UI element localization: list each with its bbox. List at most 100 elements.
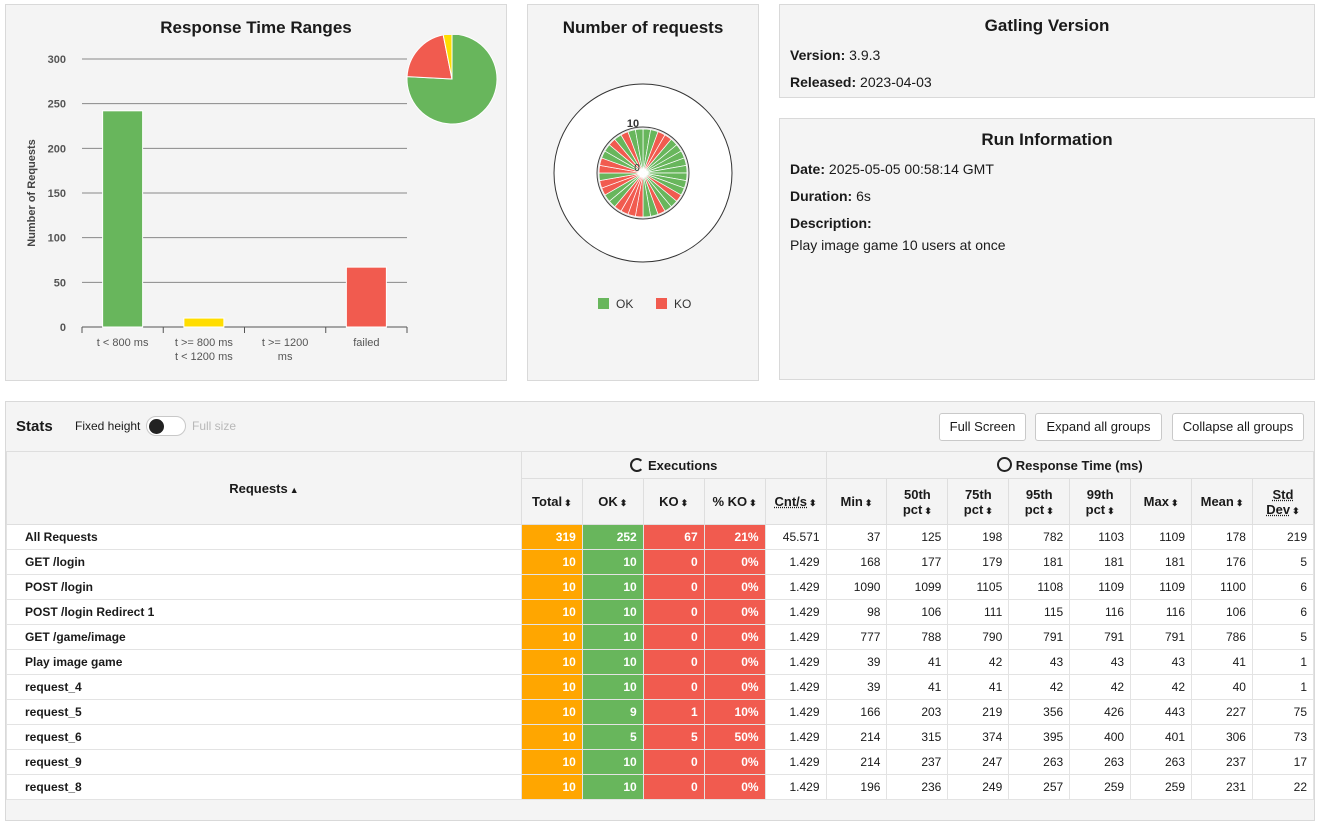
p75-cell: 41 xyxy=(948,675,1009,700)
col-header-mean[interactable]: Mean ⬍ xyxy=(1192,479,1253,525)
full-size-label: Full size xyxy=(192,419,236,433)
bar[interactable] xyxy=(184,318,224,327)
col-header-max[interactable]: Max ⬍ xyxy=(1131,479,1192,525)
request-name[interactable]: GET /game/image xyxy=(7,625,522,650)
ko-cell: 0 xyxy=(643,650,704,675)
requests-header[interactable]: Requests ▲ xyxy=(7,452,522,525)
executions-header: Executions xyxy=(521,452,826,479)
col-header-ko[interactable]: KO ⬍ xyxy=(643,479,704,525)
table-row[interactable]: Play image game 10 10 0 0% 1.429 39 41 42 43 43 43 4… xyxy=(7,650,1314,675)
sort-icon[interactable]: ⬍ xyxy=(1171,498,1179,508)
sort-icon[interactable]: ⬍ xyxy=(564,498,572,508)
mean-cell: 176 xyxy=(1192,550,1253,575)
col-header-p99[interactable]: 99th pct ⬍ xyxy=(1070,479,1131,525)
col-header-p75[interactable]: 75th pct ⬍ xyxy=(948,479,1009,525)
request-name[interactable]: POST /login xyxy=(7,575,522,600)
p50-cell: 41 xyxy=(887,675,948,700)
full-screen-button[interactable]: Full Screen xyxy=(939,413,1026,441)
sort-icon[interactable]: ⬍ xyxy=(1107,506,1115,516)
p75-cell: 247 xyxy=(948,750,1009,775)
sort-icon[interactable]: ⬍ xyxy=(620,498,628,508)
scale-label-min: 0 xyxy=(634,163,640,174)
request-name[interactable]: GET /login xyxy=(7,550,522,575)
sort-icon[interactable]: ⬍ xyxy=(985,506,993,516)
request-name[interactable]: request_5 xyxy=(7,700,522,725)
col-header-p50[interactable]: 50th pct ⬍ xyxy=(887,479,948,525)
table-row[interactable]: All Requests 319 252 67 21% 45.571 37 125 198 782… xyxy=(7,525,1314,550)
request-name[interactable]: Play image game xyxy=(7,650,522,675)
mean-cell: 231 xyxy=(1192,775,1253,800)
ok-cell: 10 xyxy=(582,550,643,575)
legend-label[interactable]: OK xyxy=(616,297,633,311)
total-cell: 10 xyxy=(521,550,582,575)
col-header-min[interactable]: Min ⬍ xyxy=(826,479,887,525)
number-of-requests-panel: Number of requests 10 0 OK KO xyxy=(527,4,759,381)
table-row[interactable]: GET /login 10 10 0 0% 1.429 168 177 179 181 181 181… xyxy=(7,550,1314,575)
request-name[interactable]: request_6 xyxy=(7,725,522,750)
sort-icon[interactable]: ⬍ xyxy=(809,498,817,508)
p50-cell: 315 xyxy=(887,725,948,750)
size-toggle[interactable] xyxy=(146,416,186,436)
expand-all-groups-button[interactable]: Expand all groups xyxy=(1035,413,1162,441)
cnts-cell: 1.429 xyxy=(765,550,826,575)
max-cell: 259 xyxy=(1131,775,1192,800)
col-header-std[interactable]: Std Dev ⬍ xyxy=(1252,479,1313,525)
min-cell: 196 xyxy=(826,775,887,800)
sort-icon[interactable]: ⬍ xyxy=(1236,498,1244,508)
sort-icon[interactable]: ⬍ xyxy=(749,498,757,508)
p75-cell: 1105 xyxy=(948,575,1009,600)
sort-icon[interactable]: ⬍ xyxy=(924,506,932,516)
released-row: Released: 2023-04-03 xyxy=(790,69,1314,96)
table-row[interactable]: POST /login 10 10 0 0% 1.429 1090 1099 1105 1108 1… xyxy=(7,575,1314,600)
col-header-p95[interactable]: 95th pct ⬍ xyxy=(1009,479,1070,525)
y-tick-label: 100 xyxy=(48,233,66,245)
table-row[interactable]: request_6 10 5 5 50% 1.429 214 315 374 395 400 401 3… xyxy=(7,725,1314,750)
ok-cell: 10 xyxy=(582,625,643,650)
p99-cell: 400 xyxy=(1070,725,1131,750)
x-tick-label: t < 1200 ms xyxy=(175,351,233,363)
table-row[interactable]: request_8 10 10 0 0% 1.429 196 236 249 257 259 259 2… xyxy=(7,775,1314,800)
table-row[interactable]: request_5 10 9 1 10% 1.429 166 203 219 356 426 443 2… xyxy=(7,700,1314,725)
total-cell: 10 xyxy=(521,675,582,700)
duration-value: 6s xyxy=(856,188,871,204)
pct-ko-cell: 21% xyxy=(704,525,765,550)
bar[interactable] xyxy=(346,267,386,327)
table-row[interactable]: POST /login Redirect 1 10 10 0 0% 1.429 98 106 1… xyxy=(7,600,1314,625)
toggle-knob[interactable] xyxy=(149,419,164,434)
mean-cell: 106 xyxy=(1192,600,1253,625)
sort-asc-icon[interactable]: ▲ xyxy=(290,485,299,495)
col-header-ok[interactable]: OK ⬍ xyxy=(582,479,643,525)
sort-icon[interactable]: ⬍ xyxy=(1046,506,1054,516)
request-name[interactable]: request_9 xyxy=(7,750,522,775)
run-information-panel: Run Information Date: 2025-05-05 00:58:1… xyxy=(779,118,1315,380)
request-name[interactable]: request_8 xyxy=(7,775,522,800)
table-row[interactable]: request_4 10 10 0 0% 1.429 39 41 41 42 42 42 40 1 xyxy=(7,675,1314,700)
table-row[interactable]: request_9 10 10 0 0% 1.429 214 237 247 263 263 263 2… xyxy=(7,750,1314,775)
p95-cell: 395 xyxy=(1009,725,1070,750)
scale-label-max: 10 xyxy=(627,118,639,130)
col-header-total[interactable]: Total ⬍ xyxy=(521,479,582,525)
mean-cell: 786 xyxy=(1192,625,1253,650)
sort-icon[interactable]: ⬍ xyxy=(865,498,873,508)
gatling-version-title: Gatling Version xyxy=(780,16,1314,36)
x-tick-label: ms xyxy=(278,351,293,363)
request-name[interactable]: All Requests xyxy=(7,525,522,550)
total-cell: 10 xyxy=(521,775,582,800)
col-header-cnts[interactable]: Cnt/s ⬍ xyxy=(765,479,826,525)
legend-label[interactable]: KO xyxy=(674,297,691,311)
ok-cell: 10 xyxy=(582,575,643,600)
collapse-all-groups-button[interactable]: Collapse all groups xyxy=(1172,413,1304,441)
request-name[interactable]: POST /login Redirect 1 xyxy=(7,600,522,625)
legend-swatch xyxy=(656,298,667,309)
table-row[interactable]: GET /game/image 10 10 0 0% 1.429 777 788 790 791 7… xyxy=(7,625,1314,650)
bar[interactable] xyxy=(103,111,143,327)
sort-icon[interactable]: ⬍ xyxy=(1292,506,1300,516)
pct-ko-cell: 0% xyxy=(704,600,765,625)
sort-icon[interactable]: ⬍ xyxy=(681,498,689,508)
p95-cell: 42 xyxy=(1009,675,1070,700)
gatling-version-panel: Gatling Version Version: 3.9.3 Released:… xyxy=(779,4,1315,98)
col-header-pko[interactable]: % KO ⬍ xyxy=(704,479,765,525)
col-header-label: Max xyxy=(1144,494,1169,509)
request-name[interactable]: request_4 xyxy=(7,675,522,700)
min-cell: 1090 xyxy=(826,575,887,600)
